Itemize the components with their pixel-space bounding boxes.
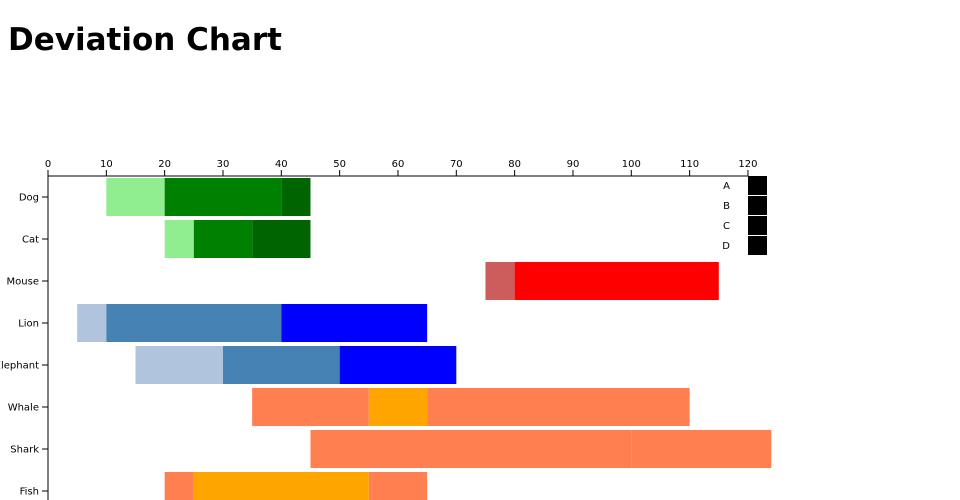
category-label: Cat bbox=[22, 235, 39, 246]
bar-segment-cat bbox=[252, 220, 311, 258]
x-tick-label: 20 bbox=[158, 159, 171, 170]
bar-segment-lion bbox=[77, 304, 107, 342]
legend-label: B bbox=[723, 201, 730, 212]
bar-segment-mouse bbox=[485, 262, 515, 300]
bar-segment-shark bbox=[310, 430, 632, 468]
bar-segment-whale bbox=[368, 388, 428, 426]
legend-swatch bbox=[748, 216, 767, 235]
bar-segment-dog bbox=[106, 178, 165, 216]
x-tick-label: 70 bbox=[450, 159, 463, 170]
bar-segment-whale bbox=[427, 388, 690, 426]
bar-segment-lion bbox=[281, 304, 428, 342]
bar-segment-elephant bbox=[135, 346, 223, 384]
bar-segment-whale bbox=[252, 388, 369, 426]
bar-segment-cat bbox=[193, 220, 253, 258]
x-tick-label: 60 bbox=[392, 159, 405, 170]
x-tick-label: 110 bbox=[680, 159, 699, 170]
category-label: Lion bbox=[18, 319, 39, 330]
category-label: Dog bbox=[19, 193, 39, 204]
legend-label: D bbox=[722, 241, 730, 252]
x-tick-label: 0 bbox=[45, 159, 51, 170]
bar-segment-shark bbox=[631, 430, 772, 468]
legend-label: A bbox=[723, 181, 730, 192]
category-label: Mouse bbox=[7, 277, 39, 288]
category-label: Fish bbox=[20, 487, 39, 498]
bar-segment-cat bbox=[164, 220, 194, 258]
page-title: Deviation Chart bbox=[8, 22, 282, 58]
legend-swatch bbox=[748, 196, 767, 215]
x-tick-label: 90 bbox=[567, 159, 580, 170]
bar-segment-dog bbox=[281, 178, 311, 216]
bar-segment-lion bbox=[106, 304, 282, 342]
bar-segment-elephant bbox=[222, 346, 340, 384]
legend-label: C bbox=[723, 221, 730, 232]
bar-segment-dog bbox=[164, 178, 282, 216]
x-tick-label: 120 bbox=[738, 159, 757, 170]
x-tick-label: 50 bbox=[333, 159, 346, 170]
x-tick-label: 10 bbox=[100, 159, 113, 170]
x-tick-label: 40 bbox=[275, 159, 288, 170]
x-tick-label: 80 bbox=[508, 159, 521, 170]
x-axis: 0 10 20 30 40 50 60 70 80 90 100 110 120 bbox=[45, 159, 758, 177]
y-axis: Dog Cat Mouse Lion Elephant Whale Shark Fish bbox=[0, 176, 49, 500]
legend-swatch bbox=[748, 176, 767, 195]
category-label: Whale bbox=[8, 403, 39, 414]
legend-swatch bbox=[748, 236, 767, 255]
bar-segment-fish bbox=[164, 472, 194, 500]
bars bbox=[77, 178, 772, 500]
bar-segment-mouse bbox=[514, 262, 719, 300]
category-label: Shark bbox=[10, 445, 39, 456]
category-label: Elephant bbox=[0, 361, 39, 372]
x-tick-label: 30 bbox=[217, 159, 230, 170]
x-tick-label: 100 bbox=[622, 159, 641, 170]
bar-segment-fish bbox=[193, 472, 369, 500]
bar-segment-elephant bbox=[339, 346, 457, 384]
bar-segment-fish bbox=[368, 472, 428, 500]
